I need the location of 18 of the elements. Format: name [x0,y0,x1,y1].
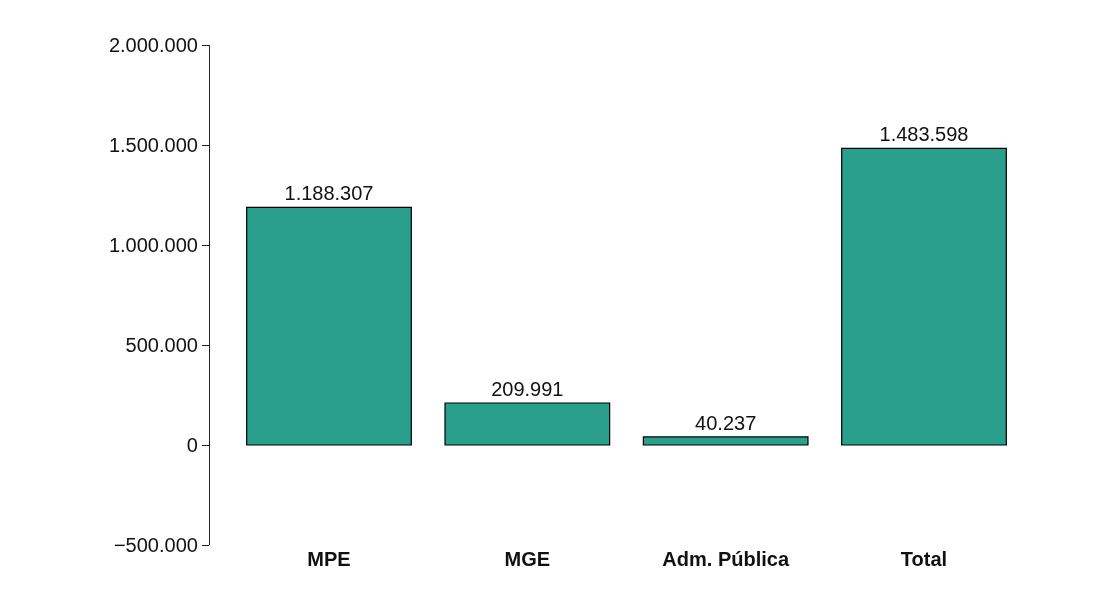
x-tick-label: Total [900,548,948,570]
y-tick-label: 0 [186,434,198,456]
y-tick-label: 1.500.000 [108,134,198,156]
data-label: 1.483.598 [879,123,969,146]
y-tick-label: −500.000 [113,534,198,556]
bar [444,402,611,446]
x-tick-label: MGE [504,548,551,570]
x-tick-label: Adm. Pública [662,548,790,570]
data-label: 40.237 [695,411,757,434]
bar [841,147,1007,446]
y-tick-label: 500.000 [125,334,198,356]
data-label: 1.188.307 [284,182,374,205]
y-tick-label: 1.000.000 [108,234,198,256]
data-label: 209.991 [491,378,564,400]
bar [642,436,809,446]
x-tick-label: MPE [307,548,351,570]
bar [246,206,412,446]
y-tick-label: 2.000.000 [108,34,198,56]
